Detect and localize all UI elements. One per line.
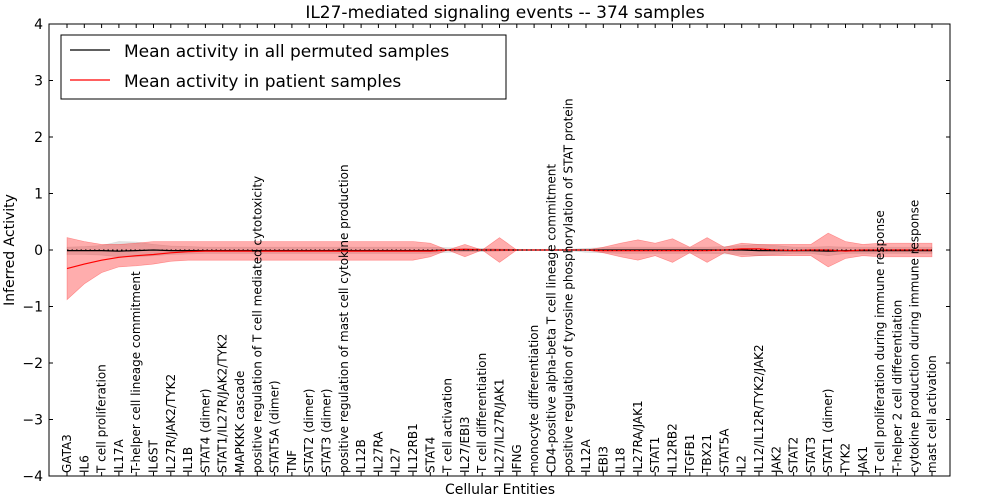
x-tick-label: IL12A bbox=[579, 439, 593, 473]
y-tick-label: 2 bbox=[34, 130, 43, 146]
x-tick-label: IL2 bbox=[735, 455, 749, 473]
x-tick-label: IL18 bbox=[614, 448, 628, 474]
y-tick-label: −3 bbox=[22, 413, 43, 429]
x-tick-label: positive regulation of T cell mediated c… bbox=[250, 176, 264, 473]
x-tick-label: T-helper 2 cell differentiation bbox=[890, 300, 904, 474]
x-tick-label: IL17A bbox=[112, 439, 126, 473]
x-tick-label: IFNG bbox=[510, 444, 524, 473]
x-tick-label: IL12RB2 bbox=[666, 423, 680, 473]
x-tick-label: IL27/EBI3 bbox=[458, 416, 472, 473]
x-tick-label: STAT1/IL27R/JAK2/TYK2 bbox=[216, 334, 230, 473]
x-tick-label: cytokine production during immune respon… bbox=[908, 200, 922, 473]
x-tick-label: IL6 bbox=[77, 455, 91, 473]
x-tick-label: EBI3 bbox=[596, 446, 610, 473]
legend-label-permuted: Mean activity in all permuted samples bbox=[124, 42, 449, 62]
x-tick-label: STAT1 (dimer) bbox=[821, 389, 835, 473]
x-tick-label: MAPKKK cascade bbox=[233, 371, 247, 473]
x-tick-label: T cell proliferation during immune respo… bbox=[873, 210, 887, 474]
x-tick-label: T cell activation bbox=[441, 378, 455, 474]
x-tick-label: IL27R/JAK2/TYK2 bbox=[164, 374, 178, 473]
y-tick-label: −2 bbox=[22, 356, 43, 372]
x-tick-label: IL27/IL27R/JAK1 bbox=[493, 379, 507, 473]
x-tick-label: STAT3 bbox=[804, 437, 818, 473]
x-tick-label: STAT5A (dimer) bbox=[268, 380, 282, 473]
x-tick-label: JAK1 bbox=[856, 446, 870, 474]
y-tick-label: −4 bbox=[22, 469, 43, 485]
y-axis: −4 −3 −2 −1 0 1 2 3 4 bbox=[22, 17, 950, 485]
x-tick-label: T cell differentiation bbox=[475, 353, 489, 474]
x-tick-label: mast cell activation bbox=[925, 355, 939, 473]
x-tick-label: STAT2 (dimer) bbox=[302, 389, 316, 473]
x-tick-label: TNF bbox=[285, 450, 299, 474]
legend: Mean activity in all permuted samples Me… bbox=[60, 34, 507, 100]
x-tick-label: T-helper cell lineage commitment bbox=[129, 271, 143, 474]
x-tick-label: positive regulation of tyrosine phosphor… bbox=[562, 98, 576, 473]
x-tick-label: IL27RA/JAK1 bbox=[631, 400, 645, 473]
y-axis-label: Inferred Activity bbox=[2, 194, 18, 306]
x-tick-label: IL12B bbox=[354, 439, 368, 473]
x-tick-label: IL12/IL12R/TYK2/JAK2 bbox=[752, 344, 766, 473]
x-tick-label: TGFB1 bbox=[683, 434, 697, 474]
x-tick-label: CD4-positive alpha-beta T cell lineage c… bbox=[544, 164, 558, 473]
x-axis-label: Cellular Entities bbox=[445, 482, 555, 498]
x-tick-label: IL1B bbox=[181, 447, 195, 473]
chart-title: IL27-mediated signaling events -- 374 sa… bbox=[305, 3, 705, 23]
x-tick-label: STAT1 bbox=[648, 437, 662, 473]
x-tick-label: IL27RA bbox=[371, 431, 385, 473]
x-tick-label: STAT3 (dimer) bbox=[320, 389, 334, 473]
x-tick-label: positive regulation of mast cell cytokin… bbox=[337, 164, 351, 473]
x-tick-label: GATA3 bbox=[60, 434, 74, 473]
y-tick-label: 4 bbox=[34, 17, 43, 33]
y-tick-label: 1 bbox=[34, 187, 43, 203]
x-tick-label: monocyte differentiation bbox=[527, 325, 541, 473]
x-axis: GATA3 IL6 T cell proliferation IL17A T-helpe… bbox=[60, 24, 939, 476]
x-tick-label: TBX21 bbox=[700, 434, 714, 474]
band-permuted bbox=[66, 241, 933, 258]
y-tick-label: 0 bbox=[34, 243, 43, 259]
x-tick-label: TYK2 bbox=[839, 443, 853, 474]
legend-box bbox=[60, 34, 507, 100]
legend-label-patient: Mean activity in patient samples bbox=[124, 72, 401, 92]
x-tick-label: IL12RB1 bbox=[406, 423, 420, 473]
x-tick-label: STAT5A bbox=[717, 428, 731, 473]
y-tick-label: −1 bbox=[22, 300, 43, 316]
y-tick-label: 3 bbox=[34, 74, 43, 90]
x-tick-label: IL6ST bbox=[147, 440, 161, 473]
x-tick-label: STAT2 bbox=[787, 437, 801, 473]
x-tick-label: T cell proliferation bbox=[95, 364, 109, 474]
plot-lines bbox=[66, 248, 932, 270]
x-tick-label: STAT4 (dimer) bbox=[198, 389, 212, 473]
x-tick-label: IL27 bbox=[389, 448, 403, 474]
x-tick-label: STAT4 bbox=[423, 437, 437, 473]
x-tick-label: JAK2 bbox=[769, 446, 783, 474]
